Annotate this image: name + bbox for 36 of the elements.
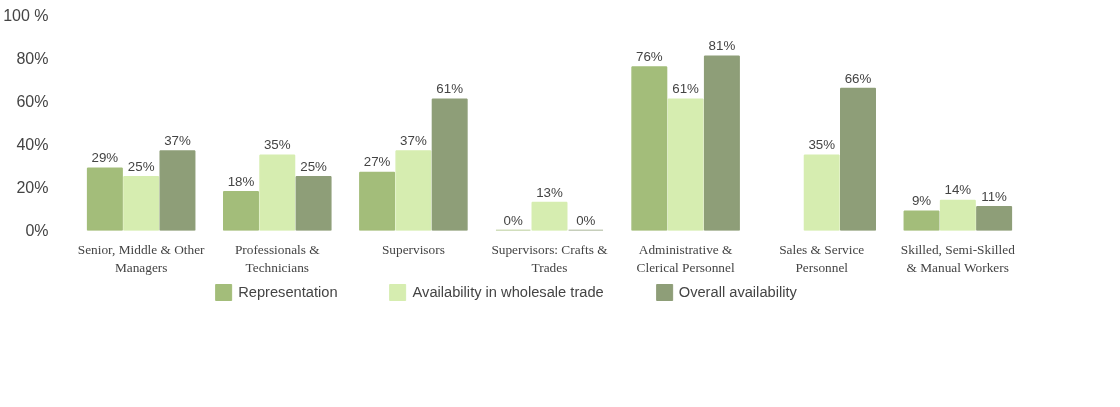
x-tick-label: Senior, Middle & Other Managers bbox=[77, 241, 206, 275]
data-label: 9% bbox=[911, 193, 932, 209]
data-label: 13% bbox=[536, 184, 563, 200]
data-label: 0% bbox=[576, 212, 596, 228]
data-label: 0% bbox=[503, 212, 523, 228]
data-label: 37% bbox=[164, 132, 191, 148]
data-label: 18% bbox=[227, 173, 255, 189]
data-label: 81% bbox=[708, 38, 736, 54]
y-tick-label: 60% bbox=[16, 93, 49, 110]
data-label: 29% bbox=[91, 150, 119, 166]
data-label: 61% bbox=[672, 81, 700, 97]
x-tick-label: Supervisors: Crafts & Trades bbox=[491, 241, 609, 275]
data-label: 76% bbox=[635, 49, 663, 65]
legend-label: Representation bbox=[238, 284, 338, 300]
data-label: 37% bbox=[400, 132, 427, 148]
data-label: 66% bbox=[844, 70, 872, 86]
data-label: 35% bbox=[263, 137, 291, 153]
data-label: 25% bbox=[300, 158, 328, 174]
data-label: 61% bbox=[436, 81, 464, 97]
x-tick-label: Administrative & Clerical Personnel bbox=[636, 241, 735, 275]
x-tick-label: Supervisors bbox=[381, 241, 445, 257]
x-tick-label: Skilled, Semi-Skilled & Manual Workers bbox=[900, 241, 1016, 275]
y-tick-label: 20% bbox=[16, 179, 49, 196]
data-label: 14% bbox=[944, 182, 972, 198]
y-tick-label: 80% bbox=[16, 50, 49, 67]
y-tick-label: 100 % bbox=[3, 7, 49, 24]
legend-label: Availability in wholesale trade bbox=[412, 284, 604, 300]
x-tick-label: Sales & Service Personnel bbox=[779, 241, 865, 275]
x-tick-label: Professionals & Technicians bbox=[234, 241, 321, 275]
data-label: 27% bbox=[363, 154, 391, 170]
y-tick-label: 40% bbox=[16, 136, 49, 153]
data-label: 25% bbox=[127, 158, 155, 174]
data-label: 11% bbox=[981, 188, 1008, 204]
data-label: 35% bbox=[808, 137, 836, 153]
y-tick-label: 0% bbox=[25, 222, 49, 239]
legend-label: Overall availability bbox=[678, 284, 797, 300]
